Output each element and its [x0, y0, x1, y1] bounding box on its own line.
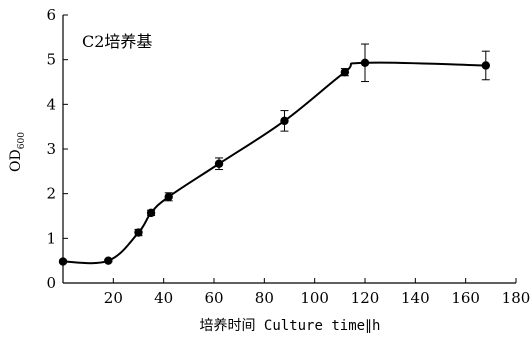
data-point	[340, 67, 350, 77]
x-tick-label: 80	[255, 289, 274, 307]
data-point	[481, 61, 490, 70]
y-axis-title-subscript: 600	[17, 132, 27, 149]
svg-text:OD600: OD600	[8, 132, 27, 172]
y-tick-label: 2	[46, 185, 56, 203]
x-tick-label: 140	[401, 289, 430, 307]
x-tick-label: 40	[154, 289, 173, 307]
data-point	[58, 257, 68, 266]
axes: 0 1 2 3 4 5 6 20 40 60 80 100 120 140 160 180	[46, 6, 530, 307]
error-bars	[59, 43, 490, 264]
growth-curve-line	[62, 61, 486, 265]
x-tick-label: 60	[204, 289, 223, 307]
y-tick-label: 5	[46, 51, 56, 69]
data-point	[164, 192, 173, 201]
y-axis-title-main: OD	[8, 149, 24, 172]
y-tick-label: 1	[46, 229, 56, 247]
y-tick-label: 6	[46, 6, 56, 24]
x-axis-title: 培养时间 Culture time∥h	[199, 318, 380, 334]
x-tick-label: 160	[451, 289, 480, 307]
data-point	[360, 58, 370, 67]
x-tick-label: 120	[351, 289, 380, 307]
data-point	[104, 256, 113, 265]
y-tick-label: 4	[46, 95, 56, 113]
x-tick-label: 20	[104, 289, 123, 307]
x-tick-label: 180	[502, 289, 531, 307]
y-axis-title: OD600	[8, 132, 27, 172]
data-point	[280, 116, 289, 126]
data-points	[58, 58, 490, 266]
data-point	[214, 159, 224, 168]
y-tick-label: 0	[46, 274, 56, 292]
data-point	[134, 228, 143, 237]
medium-annotation: C2培养基	[82, 32, 152, 51]
data-point	[146, 208, 156, 218]
y-tick-label: 3	[46, 140, 56, 158]
x-tick-label: 100	[300, 289, 329, 307]
